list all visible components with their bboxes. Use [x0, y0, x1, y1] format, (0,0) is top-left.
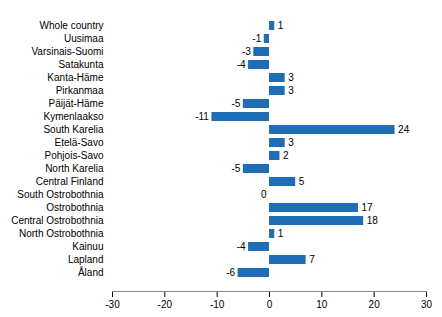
svg-text:-4: -4 [237, 59, 246, 70]
svg-text:5: 5 [299, 176, 305, 187]
svg-text:Whole country: Whole country [40, 20, 104, 31]
svg-text:Uusimaa: Uusimaa [64, 33, 104, 44]
svg-text:7: 7 [309, 254, 315, 265]
svg-text:Pohjois-Savo: Pohjois-Savo [45, 150, 104, 161]
svg-text:3: 3 [288, 85, 294, 96]
svg-text:-3: -3 [242, 46, 251, 57]
svg-text:North Ostrobothnia: North Ostrobothnia [19, 228, 104, 239]
svg-text:Kanta-Häme: Kanta-Häme [47, 72, 104, 83]
svg-text:Åland: Åland [78, 266, 104, 278]
svg-text:0: 0 [267, 299, 273, 310]
svg-text:-6: -6 [226, 267, 235, 278]
svg-text:Pirkanmaa: Pirkanmaa [56, 85, 104, 96]
svg-text:Kymenlaakso: Kymenlaakso [43, 111, 103, 122]
svg-text:Päijät-Häme: Päijät-Häme [48, 98, 103, 109]
svg-text:-20: -20 [158, 299, 173, 310]
svg-text:Satakunta: Satakunta [58, 59, 103, 70]
svg-text:South Ostrobothnia: South Ostrobothnia [17, 189, 104, 200]
svg-text:Varsinais-Suomi: Varsinais-Suomi [31, 46, 103, 57]
svg-text:Ostrobothnia: Ostrobothnia [46, 202, 104, 213]
svg-text:3: 3 [288, 72, 294, 83]
svg-text:-1: -1 [252, 33, 261, 44]
svg-text:-4: -4 [237, 241, 246, 252]
svg-text:-5: -5 [231, 163, 240, 174]
svg-text:20: 20 [369, 299, 381, 310]
svg-text:-11: -11 [195, 111, 209, 122]
svg-text:-10: -10 [210, 299, 225, 310]
svg-text:Etelä-Savo: Etelä-Savo [55, 137, 104, 148]
svg-text:1: 1 [278, 20, 284, 31]
svg-text:10: 10 [316, 299, 328, 310]
svg-text:Central Ostrobothnia: Central Ostrobothnia [11, 215, 104, 226]
svg-text:18: 18 [367, 215, 379, 226]
svg-text:17: 17 [361, 202, 373, 213]
svg-text:-30: -30 [105, 299, 120, 310]
svg-text:0: 0 [261, 189, 267, 200]
svg-text:-5: -5 [231, 98, 240, 109]
svg-text:2: 2 [283, 150, 289, 161]
svg-text:South Karelia: South Karelia [43, 124, 103, 135]
svg-text:24: 24 [398, 124, 410, 135]
svg-text:Kainuu: Kainuu [72, 241, 103, 252]
svg-text:Lapland: Lapland [68, 254, 104, 265]
svg-text:Central Finland: Central Finland [36, 176, 104, 187]
svg-text:3: 3 [288, 137, 294, 148]
svg-text:30: 30 [421, 299, 433, 310]
svg-text:North Karelia: North Karelia [45, 163, 104, 174]
svg-text:1: 1 [278, 228, 284, 239]
